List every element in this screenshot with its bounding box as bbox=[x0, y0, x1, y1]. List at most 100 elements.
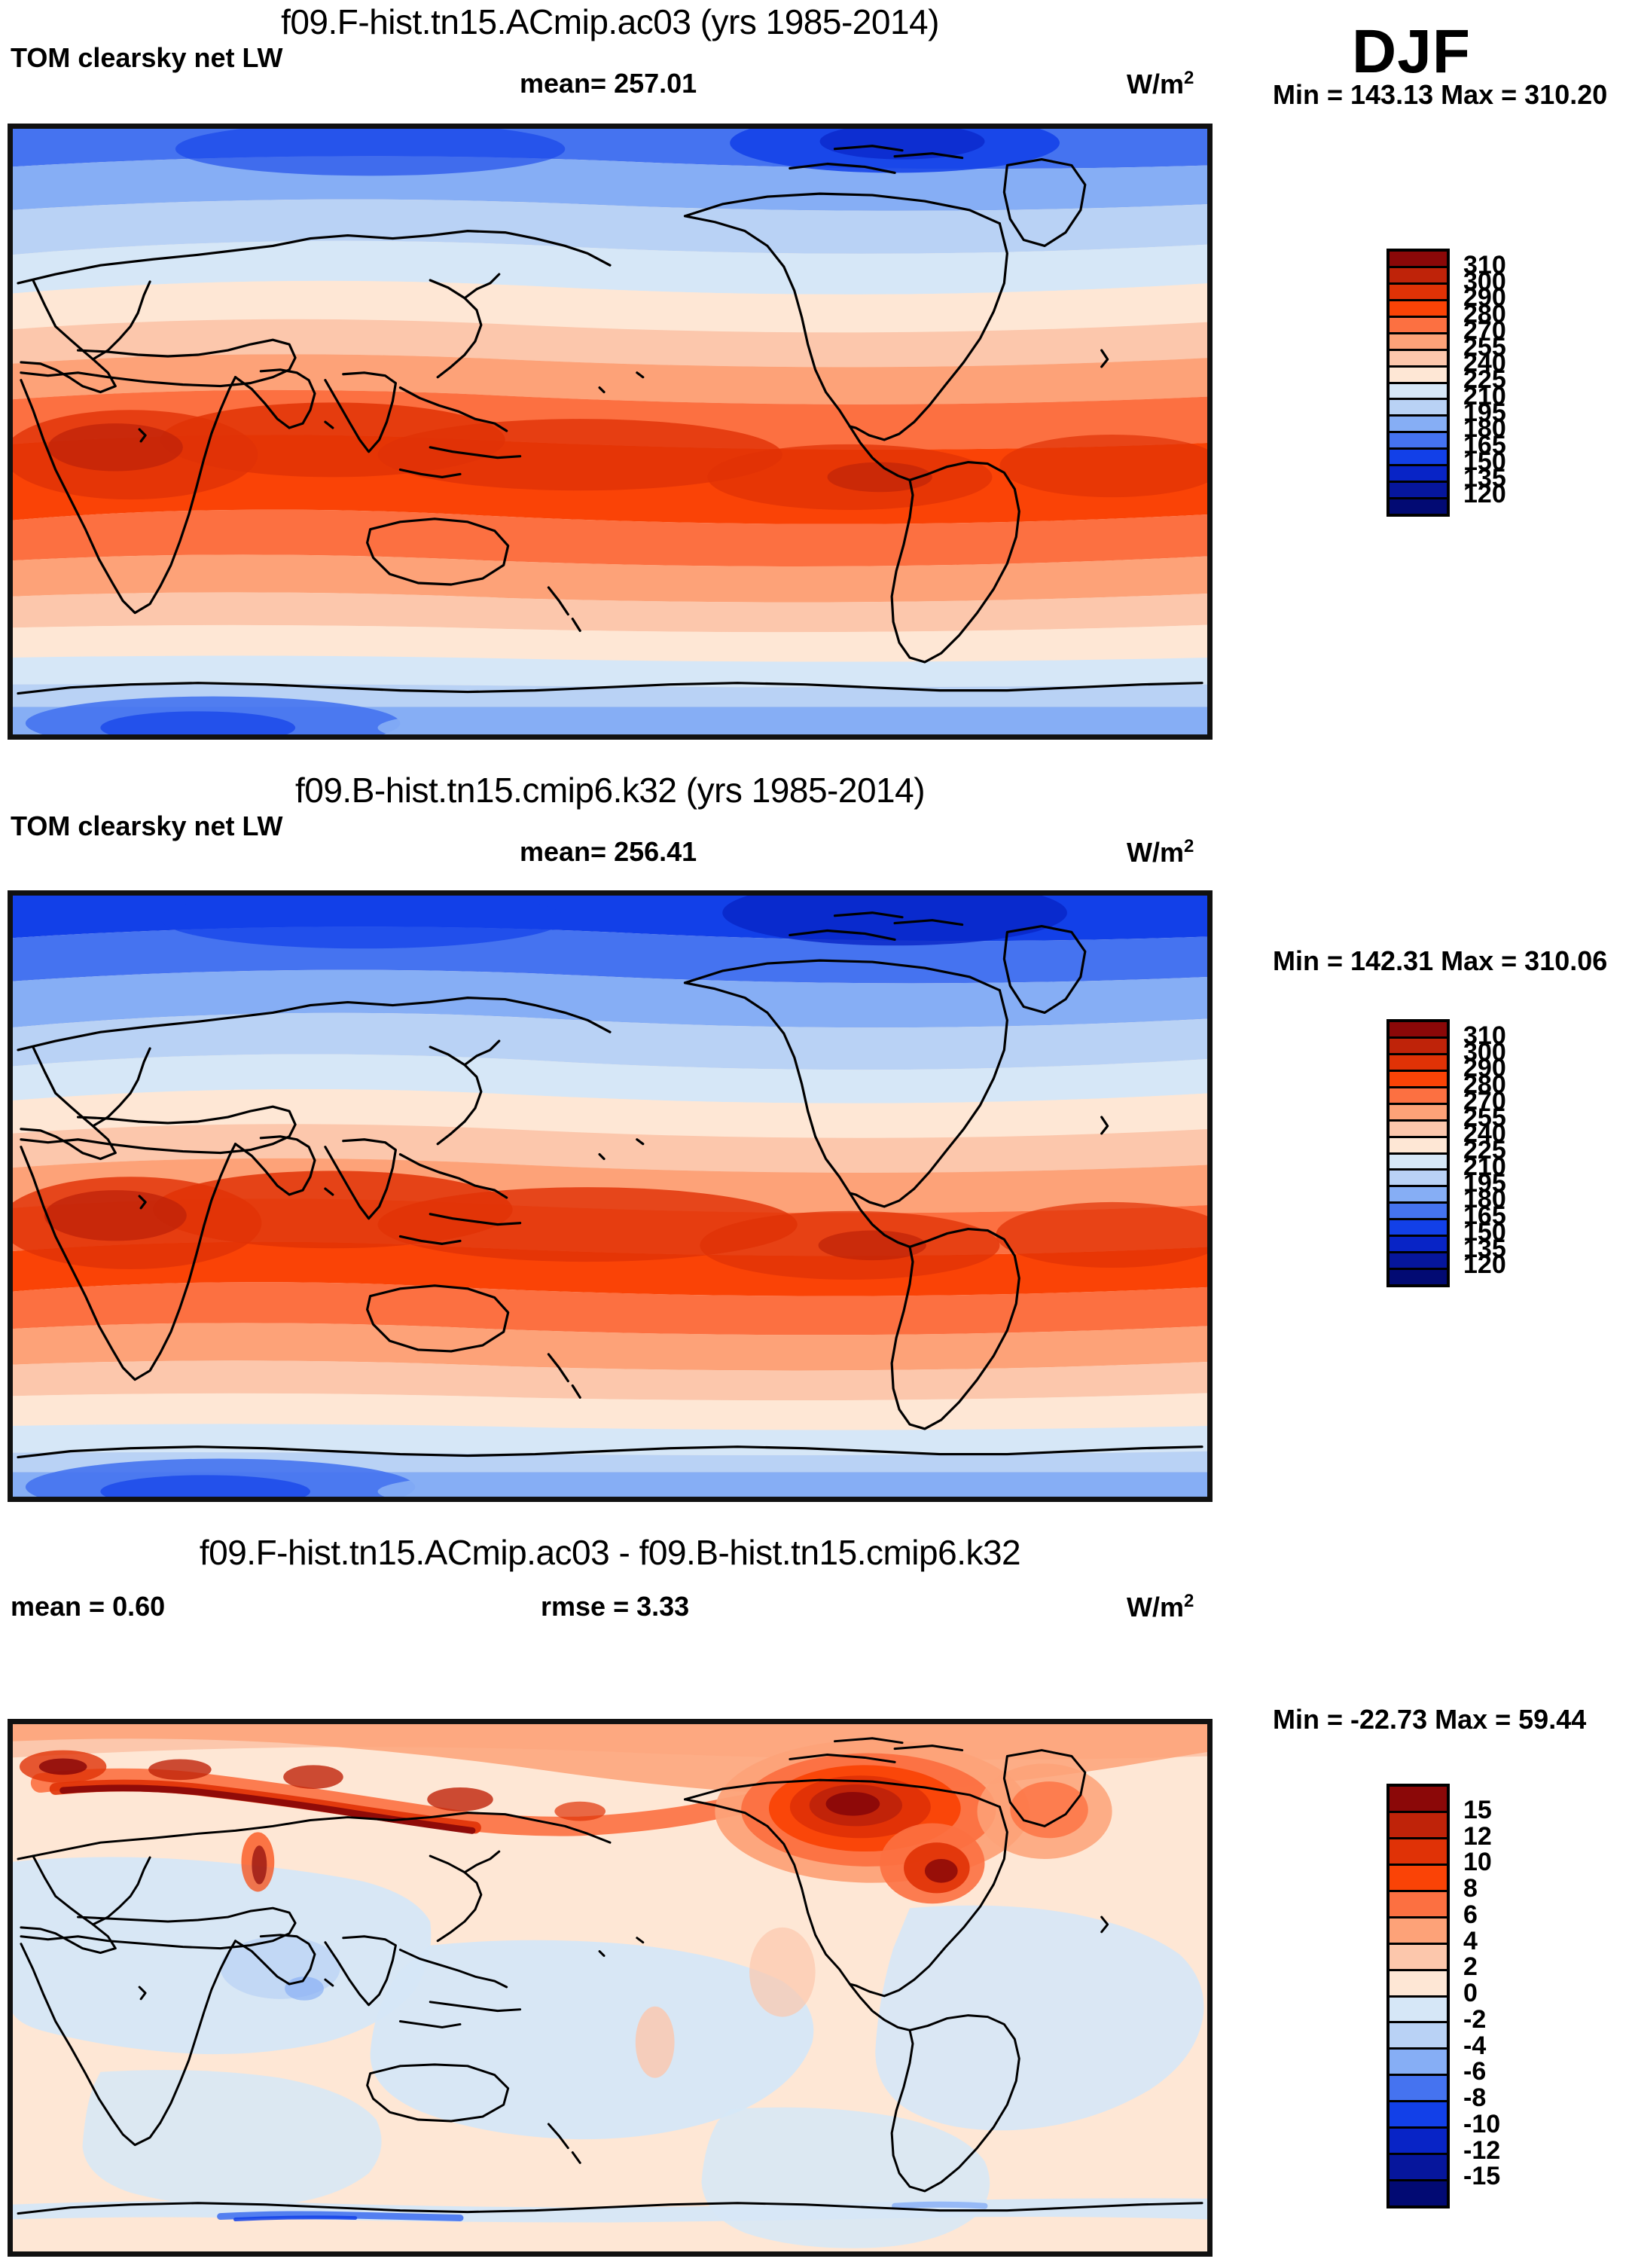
colorbar-tick-label: 195 bbox=[1463, 398, 1506, 427]
colorbar-cell bbox=[1389, 267, 1447, 285]
colorbar-cell bbox=[1389, 433, 1447, 450]
colorbar-tick-label: 280 bbox=[1463, 1070, 1506, 1099]
colorbar-cell bbox=[1389, 1865, 1447, 1892]
colorbar-cell bbox=[1389, 367, 1447, 384]
colorbar-cell bbox=[1389, 383, 1447, 401]
map-figure-test[interactable] bbox=[8, 124, 1213, 740]
colorbar-cell bbox=[1389, 1997, 1447, 2024]
colorbar-tick-label: 10 bbox=[1463, 1848, 1492, 1877]
colorbar-tick-label: 150 bbox=[1463, 1217, 1506, 1247]
map-figure-control[interactable] bbox=[8, 890, 1213, 1502]
colorbar-tick-label: 300 bbox=[1463, 1037, 1506, 1067]
colorbar-tick-label: 240 bbox=[1463, 349, 1506, 378]
colorbar-cell bbox=[1389, 1891, 1447, 1918]
colorbar-cell bbox=[1389, 1839, 1447, 1866]
units-label: W/m2 bbox=[1127, 836, 1194, 868]
mean-stat: mean= 257.01 bbox=[520, 68, 697, 99]
minmax-label: Min = 143.13 Max = 310.20 bbox=[1273, 79, 1608, 110]
colorbar-cell bbox=[1389, 1253, 1447, 1271]
colorbar-cell bbox=[1389, 1787, 1447, 1813]
colorbar-cell bbox=[1389, 1154, 1447, 1171]
colorbar[interactable] bbox=[1386, 1784, 1450, 2208]
colorbar-tick-label: 310 bbox=[1463, 1021, 1506, 1050]
colorbar-tick-label: 150 bbox=[1463, 447, 1506, 476]
units-text: W/m bbox=[1127, 69, 1184, 99]
colorbar-tick-label: 310 bbox=[1463, 250, 1506, 279]
colorbar-tick-label: -10 bbox=[1463, 2109, 1501, 2138]
colorbar-tick-label: 300 bbox=[1463, 267, 1506, 296]
colorbar-cell bbox=[1389, 317, 1447, 334]
map-contour-canvas bbox=[11, 893, 1210, 1499]
colorbar-cell bbox=[1389, 252, 1447, 268]
rmse-stat: rmse = 3.33 bbox=[541, 1591, 690, 1622]
colorbar-tick-label: -2 bbox=[1463, 2004, 1487, 2034]
colorbar-cell bbox=[1389, 1812, 1447, 1839]
colorbar-cell bbox=[1389, 483, 1447, 500]
field-label: TOM clearsky net LW bbox=[11, 810, 283, 841]
colorbar-cell bbox=[1389, 301, 1447, 318]
mean-stat: mean = 0.60 bbox=[11, 1591, 166, 1622]
colorbar-cell bbox=[1389, 1071, 1447, 1088]
colorbar-tick-label: -4 bbox=[1463, 2031, 1487, 2060]
colorbar-cell bbox=[1389, 400, 1447, 417]
units-label: W/m2 bbox=[1127, 68, 1194, 100]
units-label: W/m2 bbox=[1127, 1591, 1194, 1623]
colorbar-cell bbox=[1389, 1220, 1447, 1238]
colorbar-cell bbox=[1389, 1055, 1447, 1072]
colorbar-tick-label: 280 bbox=[1463, 300, 1506, 328]
panel-title: f09.F-hist.tn15.ACmip.ac03 (yrs 1985-201… bbox=[281, 2, 939, 41]
colorbar-tick-label: -6 bbox=[1463, 2057, 1487, 2086]
panel-title: f09.F-hist.tn15.ACmip.ac03 - f09.B-hist.… bbox=[199, 1533, 1021, 1572]
minmax-label: Min = -22.73 Max = 59.44 bbox=[1273, 1704, 1587, 1735]
colorbar-tick-label: 195 bbox=[1463, 1168, 1506, 1198]
colorbar[interactable] bbox=[1386, 249, 1450, 517]
colorbar-tick-label: -8 bbox=[1463, 2083, 1487, 2112]
colorbar-tick-label: 165 bbox=[1463, 1201, 1506, 1230]
colorbar-tick-label: 270 bbox=[1463, 316, 1506, 345]
colorbar-tick-label: 180 bbox=[1463, 414, 1506, 444]
colorbar-tick-label: 270 bbox=[1463, 1086, 1506, 1116]
colorbar-tick-label: 210 bbox=[1463, 381, 1506, 411]
panel-title: f09.B-hist.tn15.cmip6.k32 (yrs 1985-2014… bbox=[294, 771, 926, 810]
colorbar[interactable] bbox=[1386, 1019, 1450, 1287]
units-text: W/m bbox=[1127, 1592, 1184, 1622]
colorbar-tick-label: -15 bbox=[1463, 2162, 1501, 2191]
colorbar-tick-label: 290 bbox=[1463, 1054, 1506, 1083]
map-figure-difference[interactable] bbox=[8, 1719, 1213, 2257]
colorbar-tick-label: 8 bbox=[1463, 1874, 1478, 1903]
colorbar-cell bbox=[1389, 334, 1447, 351]
colorbar-tick-label: 165 bbox=[1463, 431, 1506, 459]
colorbar-cell bbox=[1389, 1121, 1447, 1138]
colorbar-cell bbox=[1389, 450, 1447, 467]
colorbar-cell bbox=[1389, 1970, 1447, 1998]
colorbar-cell bbox=[1389, 2102, 1447, 2129]
colorbar-tick-label: 15 bbox=[1463, 1795, 1492, 1824]
colorbar-cell bbox=[1389, 417, 1447, 434]
colorbar-tick-label: 135 bbox=[1463, 463, 1506, 493]
colorbar-tick-label: 255 bbox=[1463, 1103, 1506, 1132]
map-contour-canvas bbox=[11, 1722, 1210, 2254]
colorbar-tick-label: 4 bbox=[1463, 1926, 1478, 1955]
colorbar-tick-label: 210 bbox=[1463, 1152, 1506, 1181]
colorbar-cell bbox=[1389, 2129, 1447, 2156]
colorbar-tick-label: 135 bbox=[1463, 1234, 1506, 1263]
colorbar-cell bbox=[1389, 466, 1447, 484]
colorbar-tick-label: 225 bbox=[1463, 365, 1506, 394]
colorbar-tick-label: 255 bbox=[1463, 332, 1506, 362]
colorbar-labels: 15 12 10 8 6 4 2 0 -2 -4 -6 -8 -10 -12 -15 bbox=[1463, 1784, 1621, 2202]
colorbar-tick-label: 180 bbox=[1463, 1185, 1506, 1214]
colorbar-cell bbox=[1389, 1137, 1447, 1155]
colorbar-cell bbox=[1389, 350, 1447, 368]
colorbar-tick-label: 2 bbox=[1463, 1952, 1478, 1982]
units-exponent: 2 bbox=[1184, 836, 1194, 856]
colorbar-cell bbox=[1389, 2023, 1447, 2050]
colorbar-tick-label: -12 bbox=[1463, 2135, 1501, 2165]
colorbar-cell bbox=[1389, 2181, 1447, 2205]
colorbar-tick-label: 0 bbox=[1463, 1979, 1478, 2007]
colorbar-tick-label: 120 bbox=[1463, 1250, 1506, 1280]
units-exponent: 2 bbox=[1184, 68, 1194, 88]
colorbar-cell bbox=[1389, 2076, 1447, 2103]
colorbar-labels: 310 300 290 280 270 255 240 225 210 195 180 165 150 1… bbox=[1463, 1019, 1621, 1281]
colorbar-cell bbox=[1389, 499, 1447, 514]
map-contour-canvas bbox=[11, 127, 1210, 737]
